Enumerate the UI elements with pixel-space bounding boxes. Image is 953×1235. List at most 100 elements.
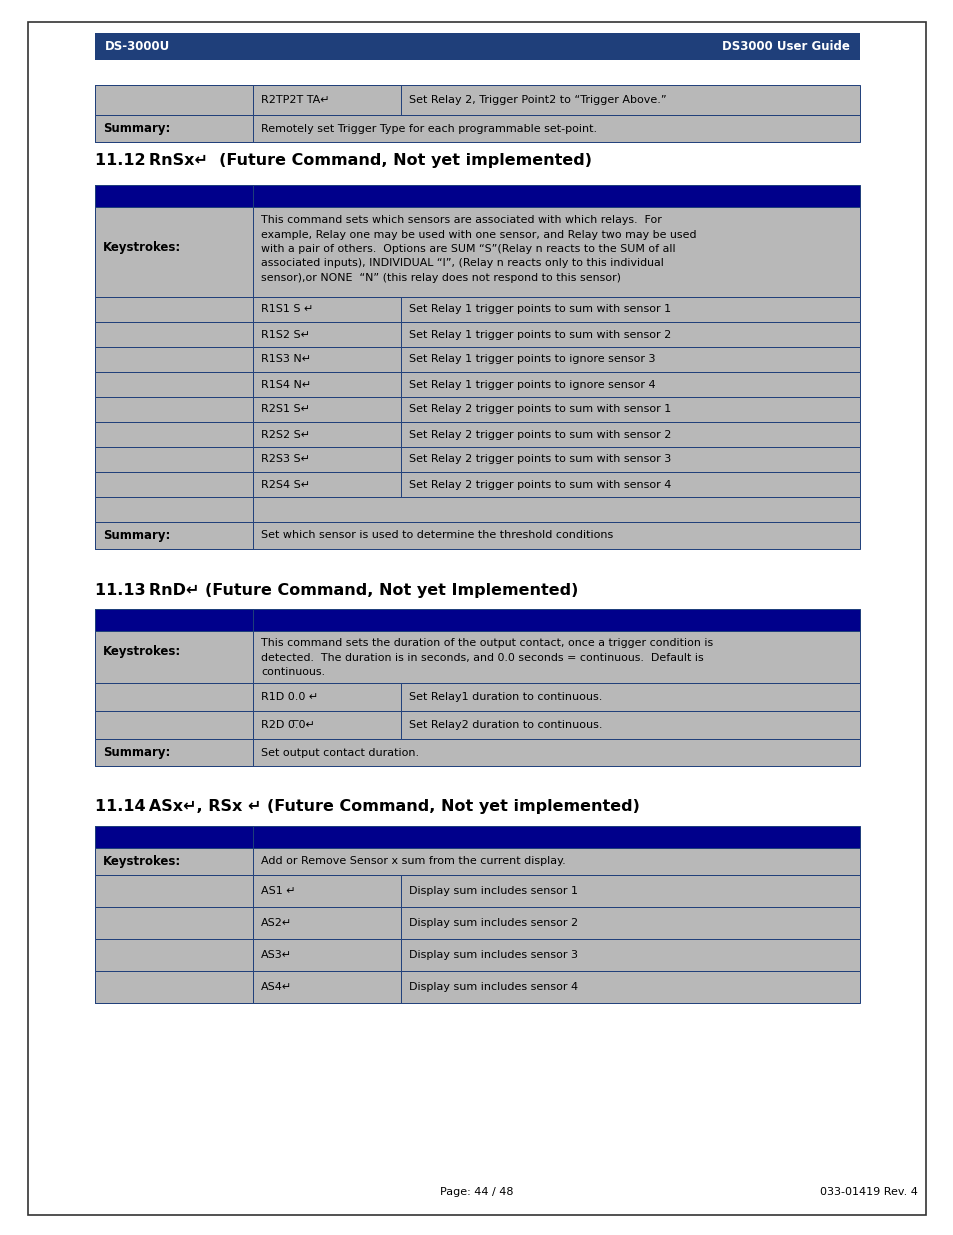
- Bar: [253, 322, 400, 347]
- Bar: [95, 939, 253, 971]
- Text: Set Relay 1 trigger points to sum with sensor 1: Set Relay 1 trigger points to sum with s…: [409, 305, 670, 315]
- Bar: [253, 372, 400, 396]
- Text: Set Relay 2 trigger points to sum with sensor 2: Set Relay 2 trigger points to sum with s…: [409, 430, 671, 440]
- Text: R2D 0.̅0↵: R2D 0.̅0↵: [261, 720, 314, 730]
- Bar: [95, 631, 859, 683]
- Text: R1S3 N↵: R1S3 N↵: [261, 354, 311, 364]
- Text: 11.14 ASx↵, RSx ↵ (Future Command, Not yet implemented): 11.14 ASx↵, RSx ↵ (Future Command, Not y…: [95, 799, 639, 815]
- Text: Set Relay 1 trigger points to ignore sensor 3: Set Relay 1 trigger points to ignore sen…: [409, 354, 655, 364]
- Bar: [95, 939, 859, 971]
- Text: Add or Remove Sensor x sum from the current display.: Add or Remove Sensor x sum from the curr…: [261, 857, 565, 867]
- Text: Set Relay 2, Trigger Point2 to “Trigger Above.”: Set Relay 2, Trigger Point2 to “Trigger …: [409, 95, 666, 105]
- Text: continuous.: continuous.: [261, 667, 325, 677]
- Text: AS4↵: AS4↵: [261, 982, 292, 992]
- Bar: [95, 906, 859, 939]
- Text: Keystrokes:: Keystrokes:: [103, 855, 181, 868]
- Bar: [95, 609, 253, 631]
- Text: example, Relay one may be used with one sensor, and Relay two may be used: example, Relay one may be used with one …: [261, 230, 696, 240]
- Bar: [95, 826, 253, 848]
- Bar: [253, 971, 400, 1003]
- Bar: [95, 496, 253, 522]
- Text: Set which sensor is used to determine the threshold conditions: Set which sensor is used to determine th…: [261, 531, 613, 541]
- Bar: [253, 906, 400, 939]
- Bar: [253, 296, 400, 322]
- Bar: [95, 372, 253, 396]
- Bar: [95, 422, 859, 447]
- Text: Summary:: Summary:: [103, 746, 171, 760]
- Text: R1S4 N↵: R1S4 N↵: [261, 379, 311, 389]
- Text: 11.13 RnD↵ (Future Command, Not yet Implemented): 11.13 RnD↵ (Future Command, Not yet Impl…: [95, 583, 578, 598]
- Text: Summary:: Summary:: [103, 529, 171, 542]
- Text: Display sum includes sensor 1: Display sum includes sensor 1: [409, 885, 578, 897]
- Text: 033-01419 Rev. 4: 033-01419 Rev. 4: [820, 1187, 917, 1197]
- Text: Keystrokes:: Keystrokes:: [103, 241, 181, 253]
- Bar: [95, 322, 859, 347]
- Bar: [95, 33, 859, 61]
- Bar: [95, 185, 859, 207]
- Text: Remotely set Trigger Type for each programmable set-point.: Remotely set Trigger Type for each progr…: [261, 124, 597, 133]
- Text: R2S2 S↵: R2S2 S↵: [261, 430, 310, 440]
- Bar: [95, 971, 253, 1003]
- Text: detected.  The duration is in seconds, and 0.0 seconds = continuous.  Default is: detected. The duration is in seconds, an…: [261, 652, 703, 662]
- Text: 11.12 RnSx↵  (Future Command, Not yet implemented): 11.12 RnSx↵ (Future Command, Not yet imp…: [95, 153, 592, 168]
- Bar: [95, 522, 859, 550]
- Text: Set output contact duration.: Set output contact duration.: [261, 747, 418, 757]
- Bar: [95, 115, 859, 142]
- Bar: [95, 347, 859, 372]
- Text: sensor),or NONE  “N” (this relay does not respond to this sensor): sensor),or NONE “N” (this relay does not…: [261, 273, 620, 283]
- Bar: [95, 447, 859, 472]
- Bar: [95, 296, 253, 322]
- Text: Display sum includes sensor 2: Display sum includes sensor 2: [409, 918, 578, 927]
- Text: R1D 0.0 ↵: R1D 0.0 ↵: [261, 692, 318, 701]
- Bar: [95, 396, 253, 422]
- Bar: [95, 683, 253, 711]
- Bar: [95, 115, 253, 142]
- Text: Set Relay2 duration to continuous.: Set Relay2 duration to continuous.: [409, 720, 602, 730]
- Bar: [95, 848, 253, 876]
- Bar: [95, 296, 859, 322]
- Bar: [253, 939, 400, 971]
- Bar: [95, 739, 859, 766]
- Bar: [95, 848, 859, 876]
- Bar: [95, 631, 253, 683]
- Text: AS3↵: AS3↵: [261, 950, 292, 960]
- Text: This command sets which sensors are associated with which relays.  For: This command sets which sensors are asso…: [261, 215, 661, 225]
- Bar: [253, 472, 400, 496]
- Bar: [95, 971, 859, 1003]
- Bar: [95, 876, 859, 906]
- Bar: [95, 447, 253, 472]
- Bar: [95, 185, 253, 207]
- Bar: [253, 396, 400, 422]
- Text: with a pair of others.  Options are SUM “S”(Relay n reacts to the SUM of all: with a pair of others. Options are SUM “…: [261, 245, 675, 254]
- Bar: [253, 422, 400, 447]
- Text: R2S4 S↵: R2S4 S↵: [261, 479, 310, 489]
- Text: Set Relay 2 trigger points to sum with sensor 3: Set Relay 2 trigger points to sum with s…: [409, 454, 671, 464]
- Text: Set Relay 2 trigger points to sum with sensor 1: Set Relay 2 trigger points to sum with s…: [409, 405, 671, 415]
- Bar: [253, 347, 400, 372]
- Bar: [95, 876, 253, 906]
- Bar: [95, 207, 253, 296]
- Bar: [95, 609, 859, 631]
- Text: Set Relay 1 trigger points to ignore sensor 4: Set Relay 1 trigger points to ignore sen…: [409, 379, 655, 389]
- Text: Display sum includes sensor 4: Display sum includes sensor 4: [409, 982, 578, 992]
- Bar: [95, 207, 859, 296]
- Text: Set Relay 1 trigger points to sum with sensor 2: Set Relay 1 trigger points to sum with s…: [409, 330, 671, 340]
- Text: Set Relay1 duration to continuous.: Set Relay1 duration to continuous.: [409, 692, 601, 701]
- Bar: [95, 85, 253, 115]
- Bar: [95, 906, 253, 939]
- Text: associated inputs), INDIVIDUAL “I”, (Relay n reacts only to this individual: associated inputs), INDIVIDUAL “I”, (Rel…: [261, 258, 663, 268]
- Bar: [95, 372, 859, 396]
- Text: Set Relay 2 trigger points to sum with sensor 4: Set Relay 2 trigger points to sum with s…: [409, 479, 671, 489]
- Bar: [95, 683, 859, 711]
- Text: Keystrokes:: Keystrokes:: [103, 646, 181, 658]
- Text: R2S3 S↵: R2S3 S↵: [261, 454, 310, 464]
- Bar: [95, 739, 253, 766]
- Bar: [95, 322, 253, 347]
- Text: DS-3000U: DS-3000U: [105, 40, 170, 53]
- Bar: [95, 496, 859, 522]
- Bar: [253, 711, 400, 739]
- Text: R2S1 S↵: R2S1 S↵: [261, 405, 310, 415]
- Bar: [95, 711, 253, 739]
- Bar: [95, 347, 253, 372]
- Text: Display sum includes sensor 3: Display sum includes sensor 3: [409, 950, 578, 960]
